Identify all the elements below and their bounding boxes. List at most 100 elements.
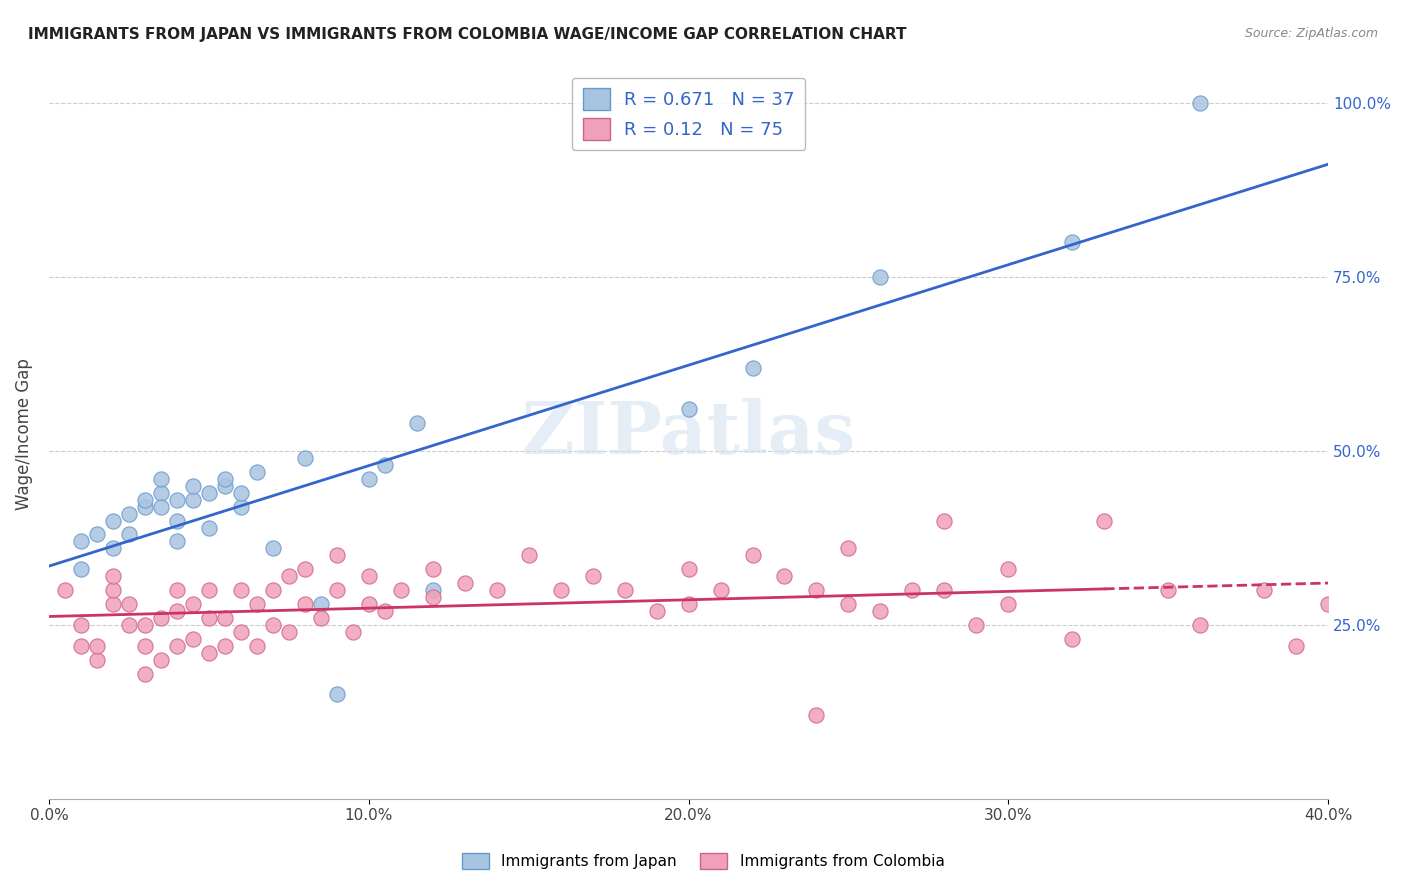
Point	[934, 514, 956, 528]
Point	[294, 597, 316, 611]
Point	[422, 562, 444, 576]
Point	[1189, 618, 1212, 632]
Point	[134, 500, 156, 514]
Point	[229, 583, 252, 598]
Point	[934, 583, 956, 598]
Point	[1157, 583, 1180, 598]
Point	[773, 569, 796, 583]
Point	[262, 618, 284, 632]
Point	[181, 492, 204, 507]
Point	[198, 520, 221, 534]
Point	[118, 527, 141, 541]
Text: IMMIGRANTS FROM JAPAN VS IMMIGRANTS FROM COLOMBIA WAGE/INCOME GAP CORRELATION CH: IMMIGRANTS FROM JAPAN VS IMMIGRANTS FROM…	[28, 27, 907, 42]
Point	[613, 583, 636, 598]
Legend: Immigrants from Japan, Immigrants from Colombia: Immigrants from Japan, Immigrants from C…	[456, 847, 950, 875]
Point	[869, 604, 891, 618]
Point	[229, 485, 252, 500]
Point	[997, 597, 1019, 611]
Point	[181, 597, 204, 611]
Point	[357, 472, 380, 486]
Point	[214, 479, 236, 493]
Legend: R = 0.671   N = 37, R = 0.12   N = 75: R = 0.671 N = 37, R = 0.12 N = 75	[572, 78, 806, 151]
Point	[1092, 514, 1115, 528]
Point	[1062, 632, 1084, 646]
Point	[134, 666, 156, 681]
Point	[86, 639, 108, 653]
Point	[422, 583, 444, 598]
Point	[149, 611, 172, 625]
Point	[405, 416, 427, 430]
Point	[229, 500, 252, 514]
Point	[166, 514, 188, 528]
Point	[214, 639, 236, 653]
Point	[262, 583, 284, 598]
Point	[70, 534, 93, 549]
Point	[454, 576, 477, 591]
Point	[1189, 96, 1212, 111]
Point	[229, 624, 252, 639]
Y-axis label: Wage/Income Gap: Wage/Income Gap	[15, 358, 32, 509]
Point	[166, 583, 188, 598]
Point	[1253, 583, 1275, 598]
Point	[198, 583, 221, 598]
Point	[86, 653, 108, 667]
Point	[326, 583, 349, 598]
Point	[166, 534, 188, 549]
Point	[262, 541, 284, 556]
Point	[1062, 235, 1084, 250]
Point	[134, 639, 156, 653]
Point	[422, 590, 444, 604]
Point	[294, 450, 316, 465]
Point	[741, 360, 763, 375]
Point	[149, 485, 172, 500]
Point	[149, 653, 172, 667]
Point	[70, 639, 93, 653]
Point	[101, 514, 124, 528]
Point	[294, 562, 316, 576]
Point	[309, 597, 332, 611]
Point	[342, 624, 364, 639]
Point	[837, 541, 859, 556]
Point	[965, 618, 987, 632]
Point	[645, 604, 668, 618]
Point	[581, 569, 603, 583]
Point	[101, 583, 124, 598]
Point	[550, 583, 572, 598]
Point	[134, 618, 156, 632]
Point	[326, 549, 349, 563]
Point	[997, 562, 1019, 576]
Point	[1285, 639, 1308, 653]
Point	[214, 472, 236, 486]
Point	[357, 569, 380, 583]
Point	[374, 458, 396, 472]
Point	[101, 541, 124, 556]
Point	[277, 569, 299, 583]
Point	[246, 639, 269, 653]
Point	[357, 597, 380, 611]
Point	[1317, 597, 1340, 611]
Point	[806, 583, 828, 598]
Point	[678, 562, 700, 576]
Point	[277, 624, 299, 639]
Point	[741, 549, 763, 563]
Point	[86, 527, 108, 541]
Point	[181, 479, 204, 493]
Point	[709, 583, 731, 598]
Text: Source: ZipAtlas.com: Source: ZipAtlas.com	[1244, 27, 1378, 40]
Point	[309, 611, 332, 625]
Point	[166, 604, 188, 618]
Point	[837, 597, 859, 611]
Point	[101, 597, 124, 611]
Point	[118, 618, 141, 632]
Point	[869, 270, 891, 285]
Text: ZIPatlas: ZIPatlas	[522, 398, 856, 469]
Point	[806, 708, 828, 723]
Point	[70, 562, 93, 576]
Point	[70, 618, 93, 632]
Point	[678, 402, 700, 417]
Point	[134, 492, 156, 507]
Point	[389, 583, 412, 598]
Point	[214, 611, 236, 625]
Point	[166, 639, 188, 653]
Point	[678, 597, 700, 611]
